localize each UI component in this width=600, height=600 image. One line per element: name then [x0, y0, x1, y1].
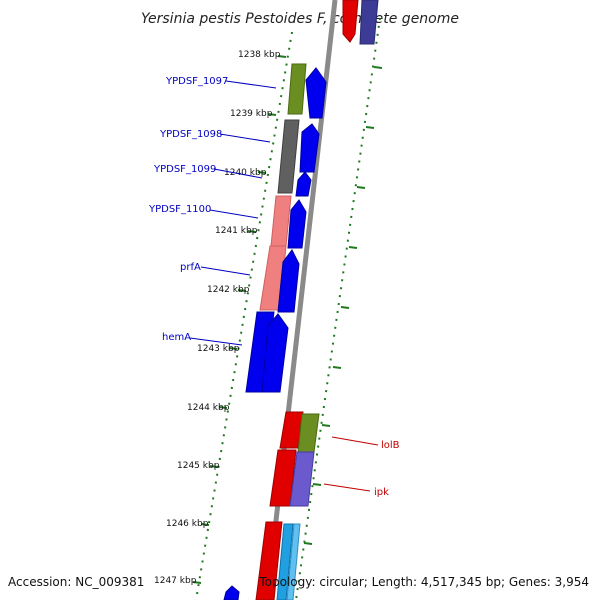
gene-label-ypdsf-1099[interactable]: YPDSF_1099	[153, 164, 216, 175]
kbp-label: 1240 kbp	[224, 168, 267, 178]
gene-feature-cyan-2[interactable]	[286, 523, 301, 600]
gene-feature-ypdsf-1099[interactable]	[295, 171, 312, 197]
gene-feature-top-red[interactable]	[342, 0, 359, 43]
gene-label-ipk[interactable]: ipk	[374, 487, 389, 498]
gene-label-ypdsf-1100[interactable]: YPDSF_1100	[148, 204, 211, 215]
major-tick	[218, 406, 228, 409]
left-gene-labels: YPDSF_1097 YPDSF_1098 YPDSF_1099 YPDSF_1…	[148, 76, 277, 346]
leader-line	[209, 209, 259, 219]
leader-line	[323, 483, 371, 492]
right-gene-labels: lolB ipk	[323, 436, 400, 498]
gene-feature-top-navy[interactable]	[359, 0, 379, 45]
major-tick	[237, 289, 247, 292]
major-tick	[247, 230, 257, 233]
kbp-label: 1238 kbp	[238, 50, 281, 60]
accession-text: Accession: NC_009381	[8, 575, 144, 589]
major-tick	[257, 171, 267, 174]
gene-feature-ypdsf-1100[interactable]	[270, 195, 292, 247]
major-ticks	[192, 55, 287, 584]
major-tick	[209, 465, 219, 468]
gene-label-prfa[interactable]: prfA	[180, 262, 201, 273]
map-title: Yersinia pestis Pestoides F, complete ge…	[141, 11, 459, 27]
gene-label-hema[interactable]: hemA	[162, 332, 191, 343]
leader-line	[189, 337, 243, 346]
major-tick	[192, 581, 202, 584]
gene-feature-blue-5[interactable]	[261, 313, 289, 393]
forward-strand-features	[223, 0, 379, 600]
gene-label-lolb[interactable]: lolB	[381, 440, 400, 451]
major-tick	[267, 113, 277, 116]
major-tick	[277, 55, 287, 58]
kbp-label: 1245 kbp	[177, 461, 220, 471]
leader-line	[225, 80, 277, 89]
gene-feature-ipk[interactable]	[289, 451, 315, 507]
kbp-label: 1247 kbp	[154, 576, 197, 586]
major-tick	[228, 347, 238, 350]
outer-ticks	[303, 66, 383, 545]
gene-feature-ypdsf-1097[interactable]	[287, 63, 307, 115]
leader-line	[200, 266, 251, 276]
kbp-label: 1242 kbp	[207, 285, 250, 295]
gene-feature-red-left-3[interactable]	[255, 521, 283, 600]
gene-feature-cyan[interactable]	[276, 523, 294, 600]
gene-label-ypdsf-1098[interactable]: YPDSF_1098	[159, 129, 222, 140]
genome-summary-text: Topology: circular; Length: 4,517,345 bp…	[258, 575, 589, 589]
kbp-label: 1239 kbp	[230, 109, 273, 119]
gene-feature-blue-2[interactable]	[299, 123, 320, 173]
gene-feature-blue-4[interactable]	[277, 249, 300, 313]
gene-feature-lolb[interactable]	[297, 413, 320, 453]
kbp-label: 1241 kbp	[215, 226, 258, 236]
gene-label-ypdsf-1097[interactable]: YPDSF_1097	[165, 76, 228, 87]
gene-feature-ypdsf-1098[interactable]	[277, 119, 300, 194]
scale-ring-inner	[195, 31, 293, 600]
kbp-label: 1246 kbp	[166, 519, 209, 529]
kbp-label: 1244 kbp	[187, 403, 230, 413]
gene-feature-blue-bottom[interactable]	[223, 585, 240, 600]
gene-feature-blue-1[interactable]	[305, 67, 327, 119]
gene-feature-blue-3[interactable]	[287, 199, 307, 249]
leader-line	[219, 133, 271, 143]
leader-line	[331, 436, 379, 446]
kbp-label: 1243 kbp	[197, 344, 240, 354]
major-tick	[200, 523, 210, 526]
leader-line	[213, 168, 263, 179]
